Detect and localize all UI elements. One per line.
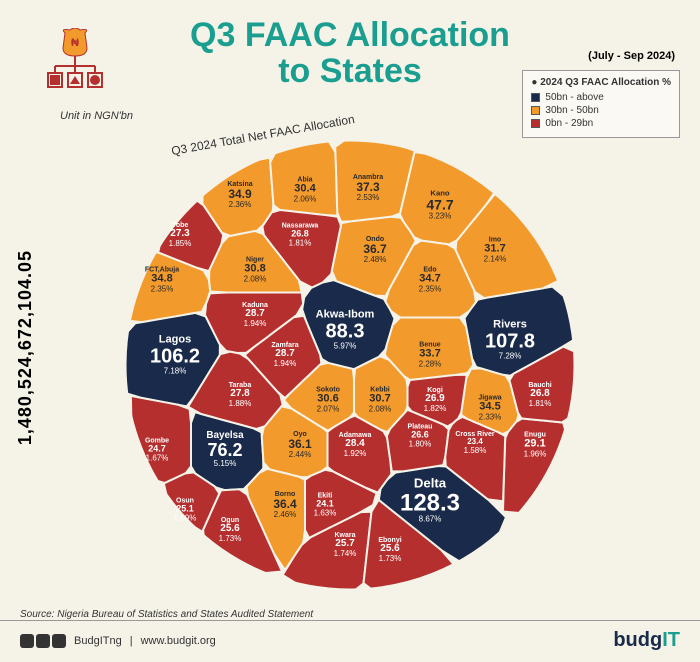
title-line2: to States [278,52,422,90]
legend-label: 30bn - 50bn [545,105,598,116]
voronoi-chart: Delta 128.3 8.67%Rivers 107.8 7.28%Lagos… [90,140,610,590]
brand-logo: budgIT [613,629,680,652]
legend-row: 30bn - 50bn [531,105,671,116]
handle: BudgITng [74,635,122,647]
infographic-container: ₦ Q3 FAAC Allocation to States Unit in N… [0,0,700,662]
svg-text:₦: ₦ [71,37,79,49]
brand-it: IT [662,629,680,651]
facebook-icon [36,634,50,648]
legend-label: 50bn - above [545,92,603,103]
period-label: (July - Sep 2024) [588,50,675,62]
social-icons [20,634,66,648]
total-value: 1,480,524,672,104.05 [15,250,36,445]
legend-swatch [531,93,540,102]
divider: | [130,635,133,647]
voronoi-cell [131,396,191,483]
legend-label: 0bn - 29bn [545,118,593,129]
legend: ● 2024 Q3 FAAC Allocation % 50bn - above… [522,70,680,138]
legend-row: 50bn - above [531,92,671,103]
page-title: Q3 FAAC Allocation to States [190,18,510,89]
header-icon: ₦ [40,28,110,98]
footer-left: BudgITng | www.budgit.org [20,634,216,648]
legend-swatch [531,106,540,115]
source-text: Source: Nigeria Bureau of Statistics and… [20,609,313,620]
x-icon [20,634,34,648]
legend-title: ● 2024 Q3 FAAC Allocation % [531,77,671,88]
footer: BudgITng | www.budgit.org budgIT [0,620,700,652]
instagram-icon [52,634,66,648]
legend-row: 0bn - 29bn [531,118,671,129]
unit-label: Unit in NGN'bn [60,110,133,122]
title-line1: Q3 FAAC Allocation [190,16,510,54]
brand-b: budg [613,629,662,651]
voronoi-cell [503,419,565,514]
legend-swatch [531,119,540,128]
url: www.budgit.org [141,635,216,647]
